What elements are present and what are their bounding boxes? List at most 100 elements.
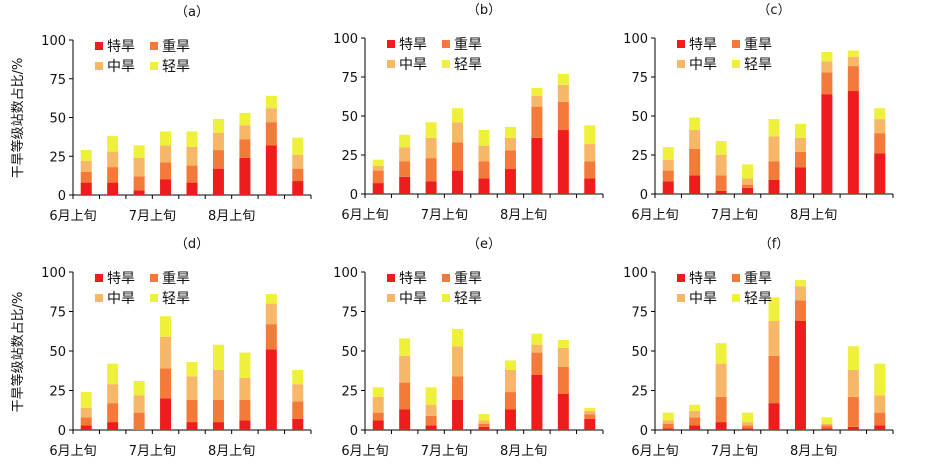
bar-segment [531, 106, 543, 138]
bar-segment [794, 151, 806, 168]
bar-segment [478, 145, 490, 162]
bar-segment [186, 182, 198, 195]
legend-label: 中旱 [399, 291, 427, 307]
bar-segment [794, 300, 806, 321]
bar-segment [399, 409, 411, 430]
bar-segment [160, 336, 172, 369]
bar-segment [874, 363, 886, 396]
bar-segment [212, 119, 224, 133]
bar-segment [399, 134, 411, 148]
legend-swatch [732, 40, 740, 48]
y-tick-label: 50 [49, 112, 66, 127]
bar-segment [557, 366, 569, 394]
y-tick-label: 50 [631, 110, 648, 125]
bar-segment [160, 368, 172, 399]
legend-label: 中旱 [107, 291, 135, 307]
bar-segment [292, 168, 304, 182]
bar-segment [531, 333, 543, 345]
legend-swatch [442, 274, 450, 282]
bar-segment [584, 125, 596, 145]
y-tick-label: 25 [631, 149, 648, 164]
bar-segment [504, 360, 516, 370]
legend-label: 重旱 [454, 271, 482, 287]
y-tick-label: 0 [640, 424, 648, 439]
bar-segment [160, 316, 172, 337]
bar-segment [186, 146, 198, 166]
bar-segment [425, 181, 437, 194]
bar-segment [557, 347, 569, 367]
bar-segment [133, 395, 145, 413]
y-tick-label: 75 [49, 73, 66, 88]
bar-segment [557, 101, 569, 131]
bar-segment [689, 404, 701, 412]
bar-segment [742, 412, 754, 423]
bar-segment [399, 147, 411, 162]
x-tick-label: 6月上旬 [631, 208, 678, 223]
bar-segment [212, 150, 224, 169]
bar-segment [452, 399, 464, 430]
bar-segment [847, 66, 859, 92]
bar-segment [212, 133, 224, 151]
bar-segment [80, 150, 92, 161]
bar-segment [160, 131, 172, 146]
panel-label: （c） [757, 3, 790, 18]
x-tick-label: 7月上旬 [711, 208, 758, 223]
bar-segment [557, 84, 569, 102]
legend-label: 中旱 [689, 57, 717, 73]
legend-swatch [732, 294, 740, 302]
x-tick-label: 8月上旬 [790, 208, 837, 223]
bar-segment [768, 161, 780, 180]
bar-segment [504, 409, 516, 430]
bar-segment [265, 303, 277, 325]
x-tick-label: 6月上旬 [341, 444, 388, 459]
bar-segment [584, 414, 596, 419]
y-tick-label: 25 [49, 385, 66, 400]
bar-segment [768, 355, 780, 404]
y-axis-label-top: 干旱等级站数占比/% [10, 58, 26, 179]
bar-segment [452, 108, 464, 123]
bar-segment [425, 415, 437, 426]
legend-label: 特旱 [399, 271, 427, 287]
bar-segment [794, 137, 806, 152]
bar-segment [874, 425, 886, 430]
bar-segment [265, 294, 277, 304]
legend-swatch [95, 62, 103, 70]
y-tick-label: 0 [640, 188, 648, 203]
bar-segment [239, 125, 251, 140]
bar-segment [504, 369, 516, 393]
bar-segment [107, 363, 119, 385]
bar-segment [265, 108, 277, 123]
bar-segment [425, 158, 437, 182]
legend-swatch [387, 294, 395, 302]
y-tick-label: 50 [341, 110, 358, 125]
bar-segment [531, 95, 543, 107]
bar-segment [133, 190, 145, 195]
bar-segment [768, 320, 780, 356]
bar-segment [874, 395, 886, 413]
panel-label: （a） [175, 5, 209, 20]
bar-segment [742, 187, 754, 194]
bar-segment [847, 369, 859, 397]
bar-segment [847, 91, 859, 194]
bar-segment [212, 369, 224, 400]
bar-segment [874, 412, 886, 426]
x-tick-label: 7月上旬 [421, 444, 468, 459]
bar-segment [212, 344, 224, 370]
y-tick-label: 50 [341, 345, 358, 360]
bar-segment [292, 181, 304, 195]
bar-segment [452, 328, 464, 347]
bar-segment [399, 382, 411, 410]
bar-segment [452, 346, 464, 377]
legend-swatch [150, 274, 158, 282]
panel-label: （e） [467, 237, 501, 252]
legend-swatch [677, 60, 685, 68]
legend-swatch [677, 40, 685, 48]
bar-segment [425, 404, 437, 416]
bar-segment [265, 349, 277, 430]
y-tick-label: 100 [41, 266, 66, 281]
